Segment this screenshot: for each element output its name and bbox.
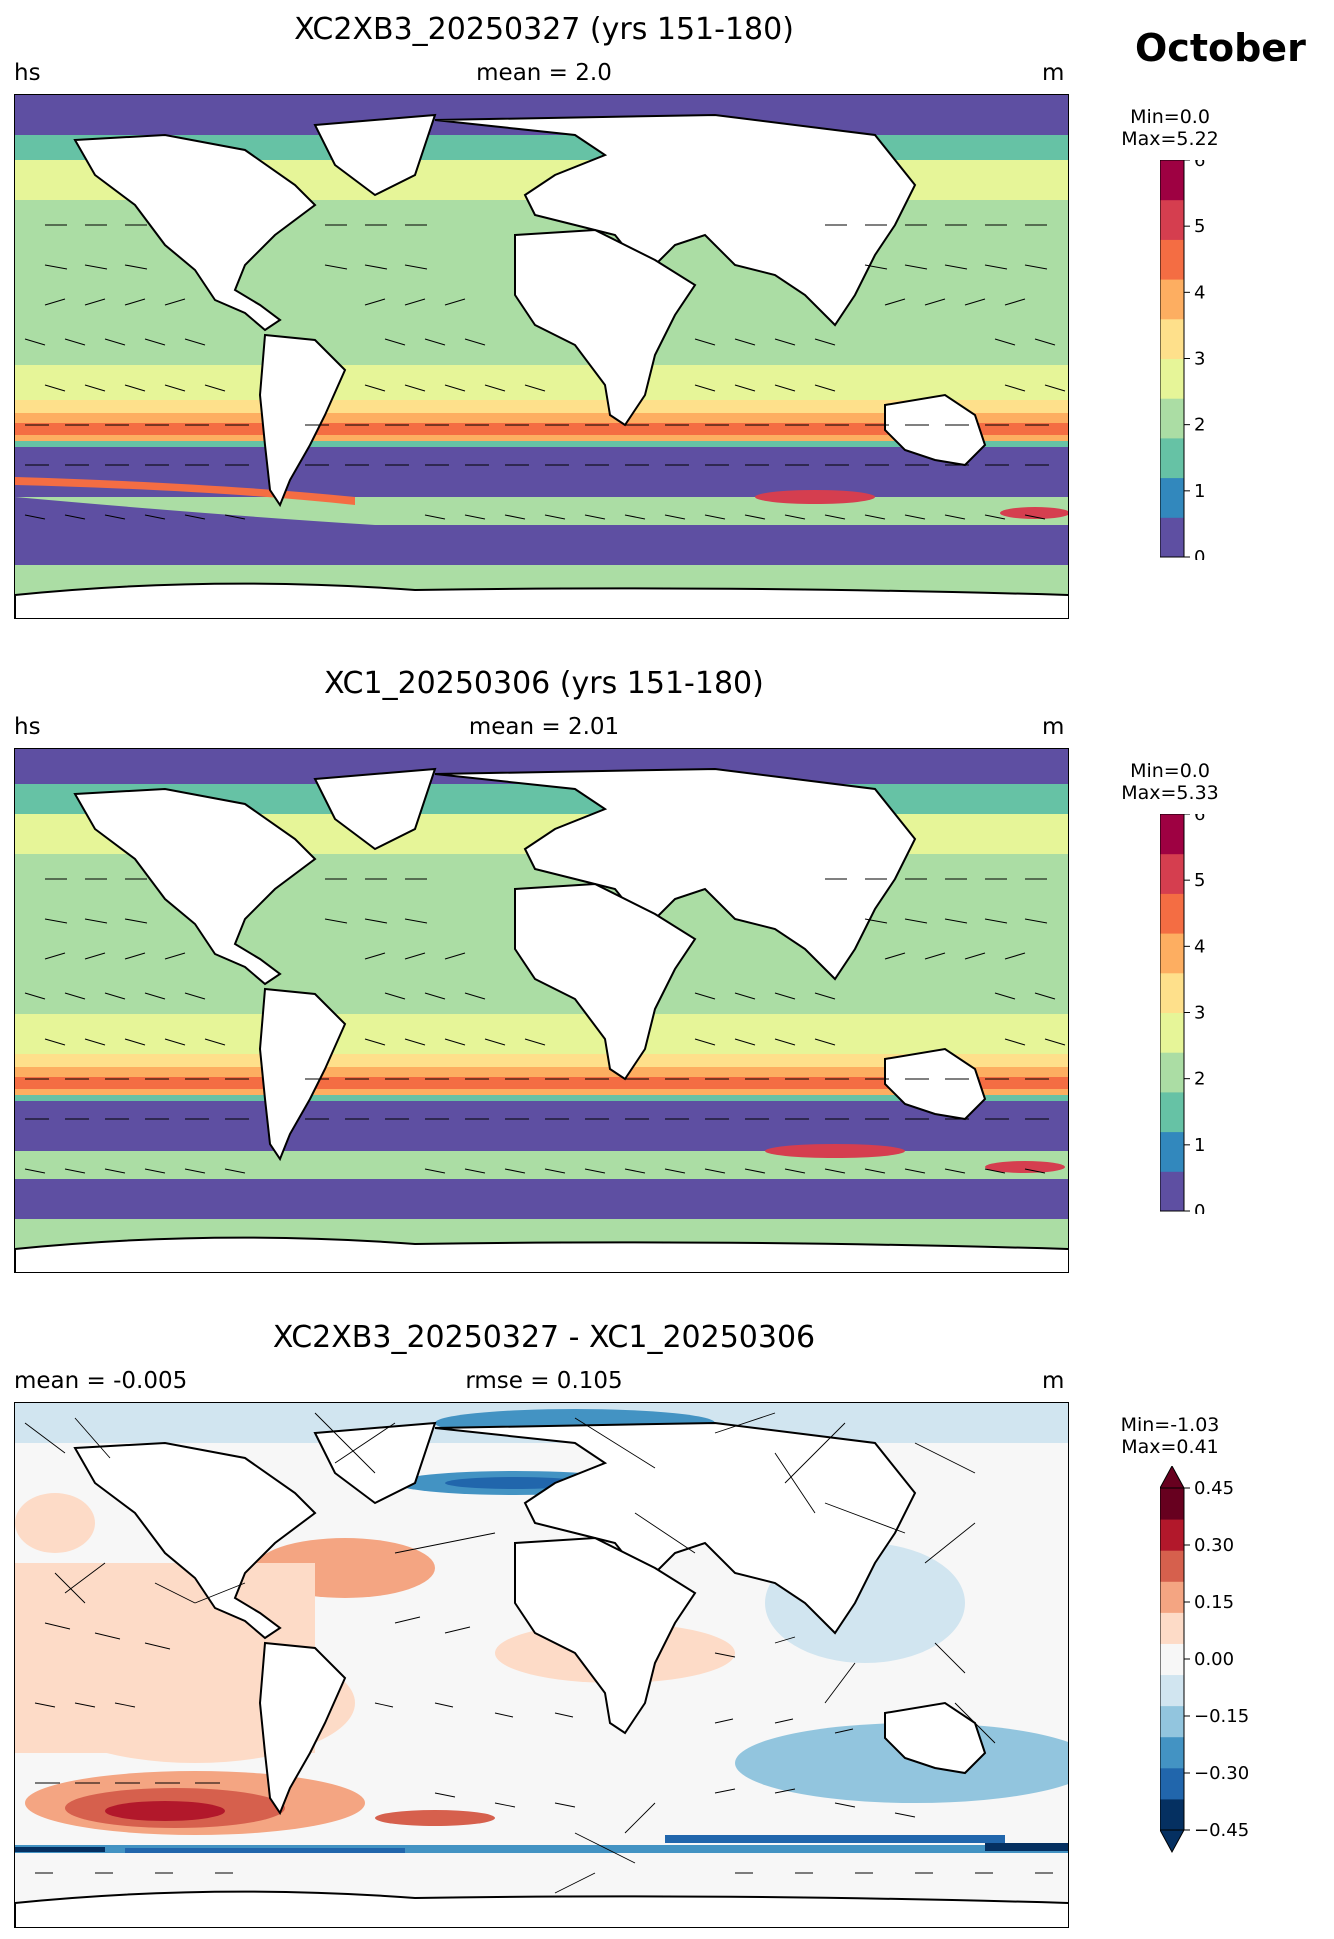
panel2-mean-label: mean = 2.01 <box>468 714 620 740</box>
panel2-title: XC1_20250306 (yrs 151-180) <box>324 666 764 701</box>
colorbar-swatch <box>1160 1705 1184 1738</box>
colorbar-tick-label: −0.15 <box>1194 1706 1249 1727</box>
colorbar-tick-label: 0.15 <box>1194 1592 1234 1613</box>
colorbar-swatch <box>1160 358 1184 399</box>
panel2-map-svg <box>15 749 1068 1272</box>
colorbar-swatch <box>1160 933 1184 974</box>
colorbar-swatch <box>1160 1131 1184 1172</box>
colorbar-swatch <box>1160 853 1184 894</box>
colorbar-swatch <box>1160 318 1184 359</box>
panel1-variable-label: hs <box>14 60 41 86</box>
panel2-map <box>14 748 1069 1273</box>
panel1-max-label: Max=5.22 <box>1121 128 1219 150</box>
panel3-mean-label: mean = -0.005 <box>14 1368 188 1394</box>
colorbar-tick-label: 1 <box>1194 1135 1205 1156</box>
panel1-map <box>14 94 1069 619</box>
colorbar-swatch <box>1160 1550 1184 1582</box>
panel3-title: XC2XB3_20250327 - XC1_20250306 <box>272 1320 816 1355</box>
colorbar-swatch <box>1160 477 1184 518</box>
panel1-min-label: Min=0.0 <box>1130 106 1210 128</box>
colorbar-swatch <box>1160 1012 1184 1053</box>
colorbar-tick-label: 0.30 <box>1194 1535 1234 1556</box>
colorbar-swatch <box>1160 814 1184 855</box>
colorbar-tick-label: 5 <box>1194 216 1205 237</box>
colorbar-tick-label: 0.00 <box>1194 1649 1234 1670</box>
panel3-map <box>14 1402 1069 1928</box>
colorbar-swatch <box>1160 893 1184 934</box>
colorbar-swatch <box>1160 1736 1184 1769</box>
colorbar-swatch <box>1160 1052 1184 1093</box>
panel2-colorbar: 0 1 2 3 4 5 6 <box>1159 804 1270 1222</box>
colorbar-swatch <box>1160 1519 1184 1551</box>
panel3-units-label: m <box>1042 1368 1065 1394</box>
colorbar-tick-label: 0 <box>1194 547 1205 560</box>
month-title: October <box>1135 26 1306 70</box>
colorbar-tick-label: 6 <box>1194 160 1205 171</box>
colorbar-swatch <box>1160 199 1184 240</box>
colorbar-tick-label: −0.45 <box>1194 1820 1249 1841</box>
colorbar-tick-label: 4 <box>1194 936 1205 957</box>
panel1-units-label: m <box>1042 60 1065 86</box>
panel1-colorbar-svg: 0 1 2 3 4 5 6 <box>1159 150 1205 568</box>
colorbar-swatch <box>1160 1643 1184 1676</box>
panel2-max-label: Max=5.33 <box>1121 782 1219 804</box>
colorbar-swatch <box>1160 1767 1184 1800</box>
panel2-wind-arrows <box>24 878 1066 1174</box>
colorbar-tick-label: 5 <box>1194 870 1205 891</box>
colorbar-tick-label: 6 <box>1194 814 1205 825</box>
colorbar-swatch <box>1160 239 1184 280</box>
panel3-max-label: Max=0.41 <box>1121 1436 1219 1458</box>
panel2-variable-label: hs <box>14 714 41 740</box>
colorbar-tick-label: 0 <box>1194 1201 1205 1214</box>
colorbar-swatch <box>1160 1674 1184 1707</box>
colorbar-swatch <box>1160 160 1184 201</box>
colorbar-swatch <box>1160 1171 1184 1212</box>
panel1-colorbar: 0 1 2 3 4 5 6 <box>1159 150 1270 568</box>
colorbar-tick-label: 3 <box>1194 349 1205 370</box>
colorbar-tick-label: 1 <box>1194 481 1205 502</box>
panel3-colorbar-svg: −0.45 −0.30 −0.15 0.00 0.15 0.30 0.45 <box>1159 1464 1249 1854</box>
colorbar-tick-label: 4 <box>1194 282 1205 303</box>
colorbar-swatch <box>1160 1091 1184 1133</box>
panel1-mean-label: mean = 2.0 <box>476 60 612 86</box>
colorbar-swatch <box>1160 1488 1184 1520</box>
colorbar-swatch <box>1160 437 1184 479</box>
colorbar-swatch <box>1160 972 1184 1013</box>
panel3-map-svg <box>15 1403 1068 1927</box>
panel3-colorbar: −0.45 −0.30 −0.15 0.00 0.15 0.30 0.45 <box>1159 1464 1280 1870</box>
colorbar-swatch <box>1160 279 1184 320</box>
panel2-units-label: m <box>1042 714 1065 740</box>
panel1-title: XC2XB3_20250327 (yrs 151-180) <box>294 12 794 47</box>
panel2-colorbar-svg: 0 1 2 3 4 5 6 <box>1159 804 1205 1222</box>
colorbar-swatch <box>1160 398 1184 439</box>
colorbar-tick-label: −0.30 <box>1194 1763 1249 1784</box>
panel1-map-svg <box>15 95 1068 618</box>
panel3-wind-arrows <box>24 1412 1053 1894</box>
panel1-wind-arrows <box>24 224 1066 520</box>
colorbar-swatch <box>1160 517 1184 558</box>
panel2-min-label: Min=0.0 <box>1130 760 1210 782</box>
panel3-min-label: Min=-1.03 <box>1120 1414 1220 1436</box>
colorbar-tick-label: 3 <box>1194 1003 1205 1024</box>
colorbar-tick-label: 2 <box>1194 1069 1205 1090</box>
colorbar-tick-label: 0.45 <box>1194 1478 1234 1499</box>
colorbar-swatch <box>1160 1798 1184 1831</box>
colorbar-swatch <box>1160 1612 1184 1644</box>
colorbar-tick-label: 2 <box>1194 415 1205 436</box>
colorbar-swatch <box>1160 1581 1184 1613</box>
panel3-rmse-label: rmse = 0.105 <box>465 1368 623 1394</box>
